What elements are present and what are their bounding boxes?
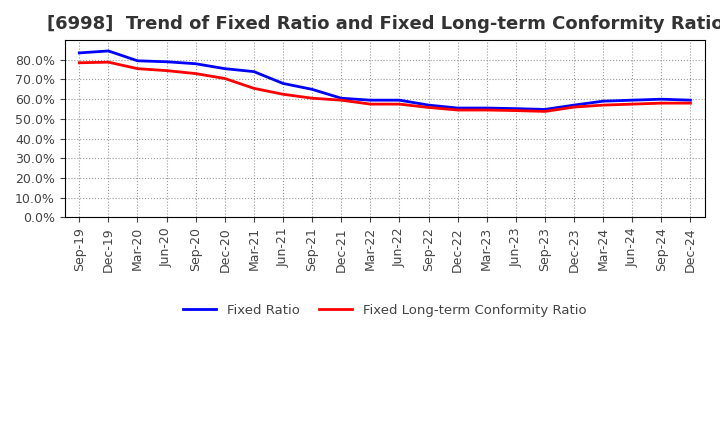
Line: Fixed Long-term Conformity Ratio: Fixed Long-term Conformity Ratio <box>79 62 690 111</box>
Fixed Long-term Conformity Ratio <box>162 68 171 73</box>
Fixed Long-term Conformity Ratio <box>337 98 346 103</box>
Fixed Long-term Conformity Ratio <box>104 59 113 65</box>
Fixed Long-term Conformity Ratio <box>541 109 549 114</box>
Fixed Ratio <box>104 48 113 54</box>
Fixed Ratio <box>424 103 433 108</box>
Fixed Ratio <box>686 98 695 103</box>
Fixed Long-term Conformity Ratio <box>454 107 462 113</box>
Fixed Ratio <box>657 96 666 102</box>
Title: [6998]  Trend of Fixed Ratio and Fixed Long-term Conformity Ratio: [6998] Trend of Fixed Ratio and Fixed Lo… <box>47 15 720 33</box>
Fixed Long-term Conformity Ratio <box>133 66 142 71</box>
Fixed Ratio <box>75 50 84 55</box>
Fixed Long-term Conformity Ratio <box>482 107 491 113</box>
Fixed Ratio <box>192 61 200 66</box>
Fixed Ratio <box>628 98 636 103</box>
Fixed Long-term Conformity Ratio <box>307 95 316 101</box>
Fixed Long-term Conformity Ratio <box>250 86 258 91</box>
Fixed Ratio <box>454 106 462 111</box>
Fixed Long-term Conformity Ratio <box>511 108 520 113</box>
Fixed Ratio <box>511 106 520 111</box>
Fixed Long-term Conformity Ratio <box>192 71 200 76</box>
Fixed Ratio <box>133 58 142 63</box>
Fixed Ratio <box>220 66 229 71</box>
Fixed Ratio <box>570 103 578 108</box>
Fixed Long-term Conformity Ratio <box>628 102 636 107</box>
Fixed Ratio <box>366 98 374 103</box>
Legend: Fixed Ratio, Fixed Long-term Conformity Ratio: Fixed Ratio, Fixed Long-term Conformity … <box>178 298 592 322</box>
Fixed Ratio <box>162 59 171 64</box>
Fixed Long-term Conformity Ratio <box>220 76 229 81</box>
Fixed Long-term Conformity Ratio <box>366 102 374 107</box>
Fixed Long-term Conformity Ratio <box>686 100 695 106</box>
Fixed Ratio <box>250 69 258 74</box>
Fixed Long-term Conformity Ratio <box>424 105 433 110</box>
Fixed Ratio <box>279 81 287 86</box>
Fixed Ratio <box>482 106 491 111</box>
Fixed Ratio <box>541 107 549 112</box>
Fixed Ratio <box>395 98 404 103</box>
Fixed Ratio <box>599 99 608 104</box>
Fixed Long-term Conformity Ratio <box>395 102 404 107</box>
Fixed Ratio <box>337 95 346 101</box>
Fixed Long-term Conformity Ratio <box>279 92 287 97</box>
Fixed Long-term Conformity Ratio <box>599 103 608 108</box>
Fixed Long-term Conformity Ratio <box>570 104 578 110</box>
Fixed Ratio <box>307 87 316 92</box>
Line: Fixed Ratio: Fixed Ratio <box>79 51 690 110</box>
Fixed Long-term Conformity Ratio <box>657 100 666 106</box>
Fixed Long-term Conformity Ratio <box>75 60 84 66</box>
